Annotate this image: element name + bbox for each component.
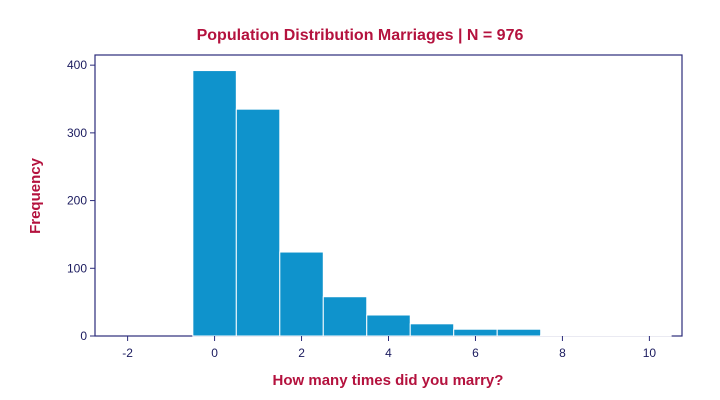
histogram-bar — [235, 108, 281, 337]
histogram-bar — [366, 314, 411, 337]
x-tick-label: 10 — [643, 346, 657, 360]
histogram-bar — [496, 328, 542, 337]
y-tick-label: 100 — [67, 261, 87, 275]
y-tick-label: 0 — [80, 329, 87, 343]
histogram-bar — [279, 251, 324, 337]
x-tick-label: -2 — [122, 346, 133, 360]
histogram-bar — [540, 334, 585, 337]
histogram-bar — [409, 323, 455, 337]
x-tick-label: 6 — [472, 346, 479, 360]
histogram-bar — [583, 334, 629, 337]
histogram-bar — [322, 296, 368, 337]
y-tick-label: 300 — [67, 126, 87, 140]
histogram-bar — [627, 334, 672, 337]
x-tick-label: 4 — [385, 346, 392, 360]
histogram-bar — [453, 328, 498, 337]
y-tick-label: 200 — [67, 194, 87, 208]
y-tick-label: 400 — [67, 58, 87, 72]
x-axis: -2 0 2 4 6 8 10 — [122, 336, 656, 360]
x-tick-label: 0 — [211, 346, 218, 360]
plot-frame — [94, 54, 683, 337]
y-axis-label: Frequency — [27, 157, 44, 234]
x-tick-label: 8 — [559, 346, 566, 360]
y-axis: 0 100 200 300 400 — [67, 58, 95, 343]
histogram-bar — [192, 70, 237, 337]
bars-group — [192, 70, 672, 337]
x-axis-label: How many times did you marry? — [273, 372, 504, 389]
x-tick-label: 2 — [298, 346, 305, 360]
chart-title: Population Distribution Marriages | N = … — [197, 27, 524, 44]
